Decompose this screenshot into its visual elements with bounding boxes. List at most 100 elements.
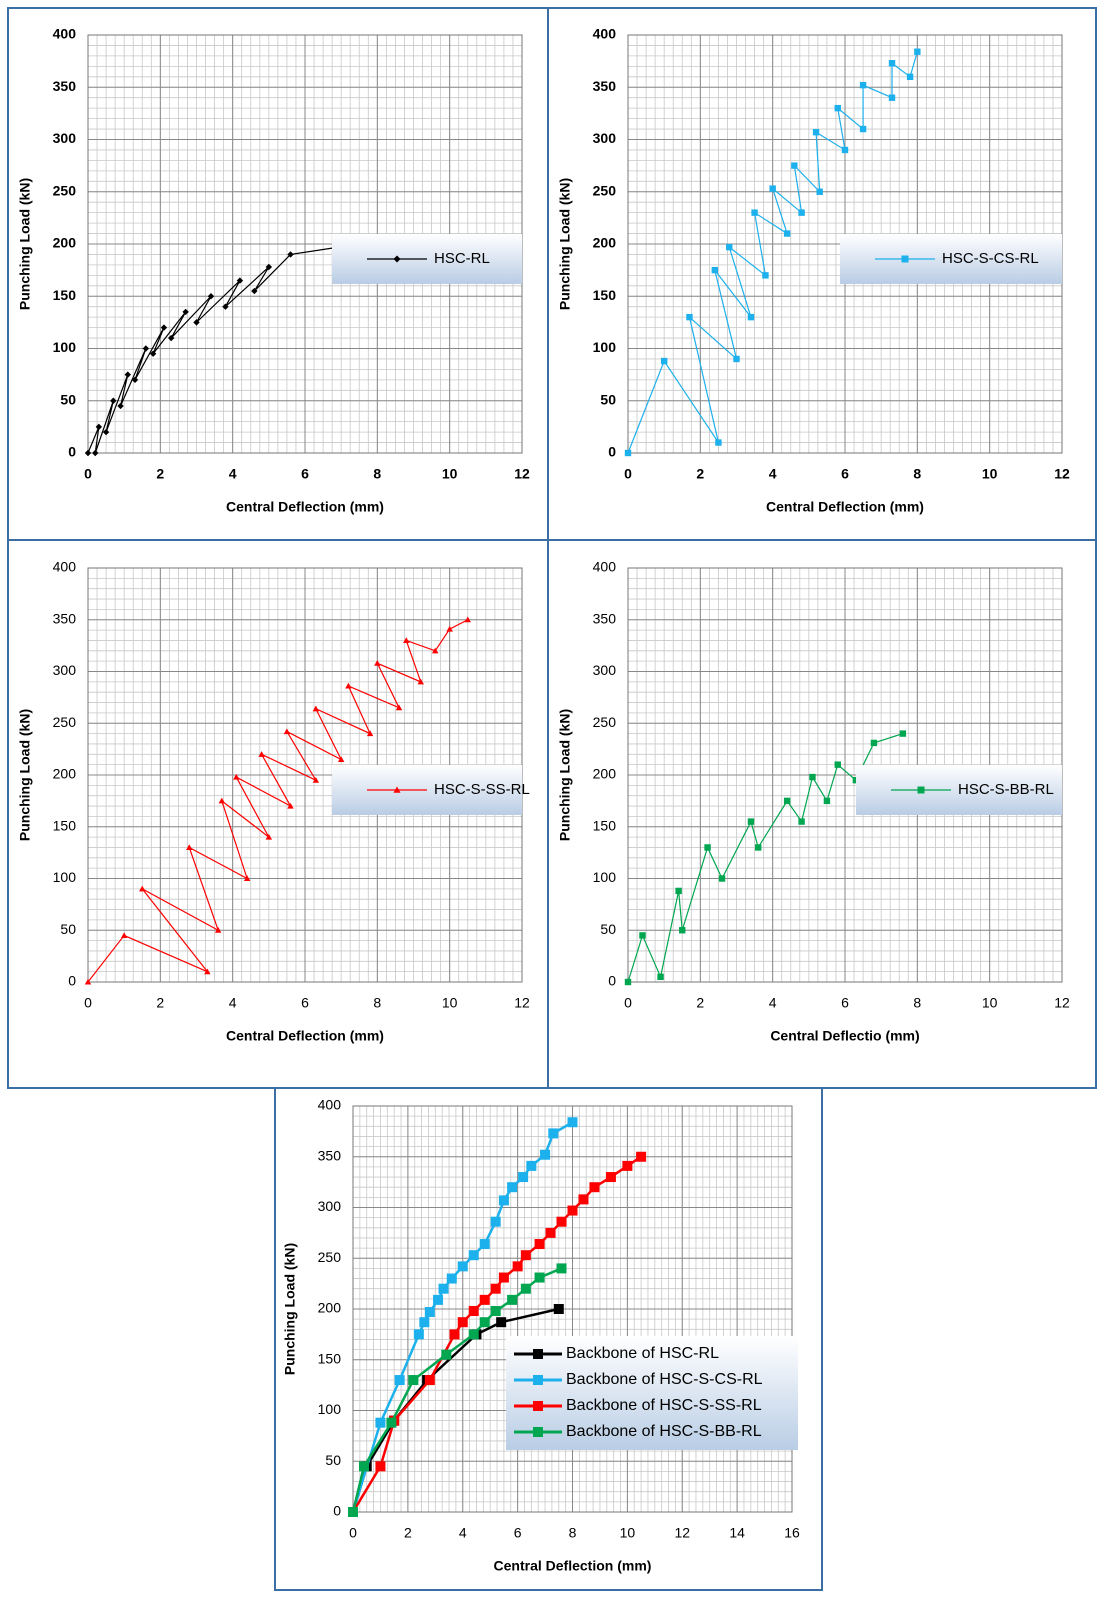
legend-label: HSC-S-SS-RL <box>434 781 530 798</box>
marker <box>578 1194 589 1205</box>
marker <box>120 932 128 938</box>
marker <box>312 776 320 783</box>
x-tick-label: 2 <box>156 466 164 482</box>
legend-label: HSC-S-BB-RL <box>958 781 1054 798</box>
marker <box>449 1329 460 1340</box>
marker <box>726 243 733 251</box>
marker <box>95 423 103 431</box>
y-tick-label: 300 <box>593 662 617 678</box>
marker <box>657 973 664 981</box>
marker <box>917 786 925 794</box>
marker <box>548 1128 559 1139</box>
marker <box>84 449 92 457</box>
y-tick-label: 350 <box>593 610 617 626</box>
y-tick-label: 200 <box>53 766 77 782</box>
marker <box>441 1349 452 1360</box>
marker <box>142 345 150 352</box>
y-tick-label: 250 <box>53 714 77 730</box>
marker <box>457 1261 468 1272</box>
y-tick-label: 150 <box>318 1350 342 1366</box>
x-tick-label: 12 <box>1054 466 1070 482</box>
marker <box>393 786 401 793</box>
y-tick-label: 400 <box>593 26 617 42</box>
y-tick-label: 0 <box>608 444 616 460</box>
marker <box>556 1216 567 1227</box>
marker <box>479 1239 490 1250</box>
y-tick-label: 300 <box>593 130 617 146</box>
y-tick-label: 150 <box>53 817 77 833</box>
marker <box>507 1182 518 1193</box>
x-tick-label: 0 <box>624 466 632 482</box>
x-tick-label: 12 <box>514 995 530 1011</box>
marker <box>520 1283 531 1294</box>
marker <box>222 303 229 310</box>
legend-box <box>856 765 1062 815</box>
marker <box>870 739 878 747</box>
y-tick-label: 150 <box>593 817 617 833</box>
x-tick-label: 12 <box>1054 995 1070 1011</box>
marker <box>762 272 769 279</box>
x-tick-label: 10 <box>442 466 458 482</box>
x-axis-label: Central Deflection (mm) <box>766 499 924 515</box>
marker <box>419 1317 430 1328</box>
marker <box>747 818 755 825</box>
marker <box>479 1294 490 1305</box>
marker <box>545 1227 556 1238</box>
marker <box>605 1172 616 1183</box>
marker <box>841 146 849 154</box>
y-tick-label: 0 <box>608 973 616 989</box>
x-axis-label: Central Deflectio (mm) <box>770 1028 919 1044</box>
marker <box>374 660 381 666</box>
x-tick-label: 6 <box>841 995 849 1011</box>
marker <box>265 833 273 840</box>
y-tick-label: 350 <box>53 610 77 626</box>
y-tick-label: 50 <box>60 391 76 407</box>
marker <box>186 844 193 851</box>
marker <box>639 932 646 939</box>
marker <box>589 1182 600 1193</box>
marker <box>751 209 758 216</box>
marker <box>102 428 110 436</box>
marker <box>236 277 244 284</box>
x-tick-label: 12 <box>674 1525 690 1541</box>
y-tick-label: 300 <box>53 130 77 146</box>
marker <box>438 1283 449 1294</box>
marker <box>526 1160 537 1171</box>
marker <box>432 647 439 654</box>
marker <box>534 1239 545 1250</box>
marker <box>660 357 668 365</box>
marker <box>783 230 791 237</box>
x-tick-label: 4 <box>769 466 777 482</box>
x-tick-label: 0 <box>349 1525 357 1541</box>
y-tick-label: 400 <box>593 559 617 575</box>
marker <box>394 1375 405 1386</box>
marker <box>733 355 740 363</box>
marker <box>496 1317 507 1328</box>
marker <box>812 128 820 136</box>
marker <box>182 308 189 316</box>
y-tick-label: 100 <box>593 339 617 355</box>
marker <box>567 1205 578 1216</box>
y-tick-label: 400 <box>53 559 77 575</box>
marker <box>809 773 816 781</box>
y-tick-label: 100 <box>593 869 617 885</box>
y-tick-label: 150 <box>593 287 617 303</box>
marker <box>704 844 711 851</box>
marker <box>457 1317 468 1328</box>
x-tick-label: 4 <box>229 466 237 482</box>
marker <box>798 209 805 216</box>
marker <box>679 927 686 934</box>
marker <box>816 188 823 195</box>
x-tick-label: 2 <box>696 995 704 1011</box>
marker <box>899 730 907 737</box>
y-tick-label: 100 <box>53 339 77 355</box>
y-axis-label: Punching Load (kN) <box>17 709 33 841</box>
x-tick-label: 8 <box>373 466 381 482</box>
y-tick-label: 350 <box>318 1147 342 1163</box>
legend-label: Backbone of HSC-RL <box>566 1345 719 1362</box>
marker <box>468 1329 479 1340</box>
marker <box>823 797 831 805</box>
x-tick-label: 14 <box>729 1525 745 1541</box>
marker <box>395 704 403 711</box>
